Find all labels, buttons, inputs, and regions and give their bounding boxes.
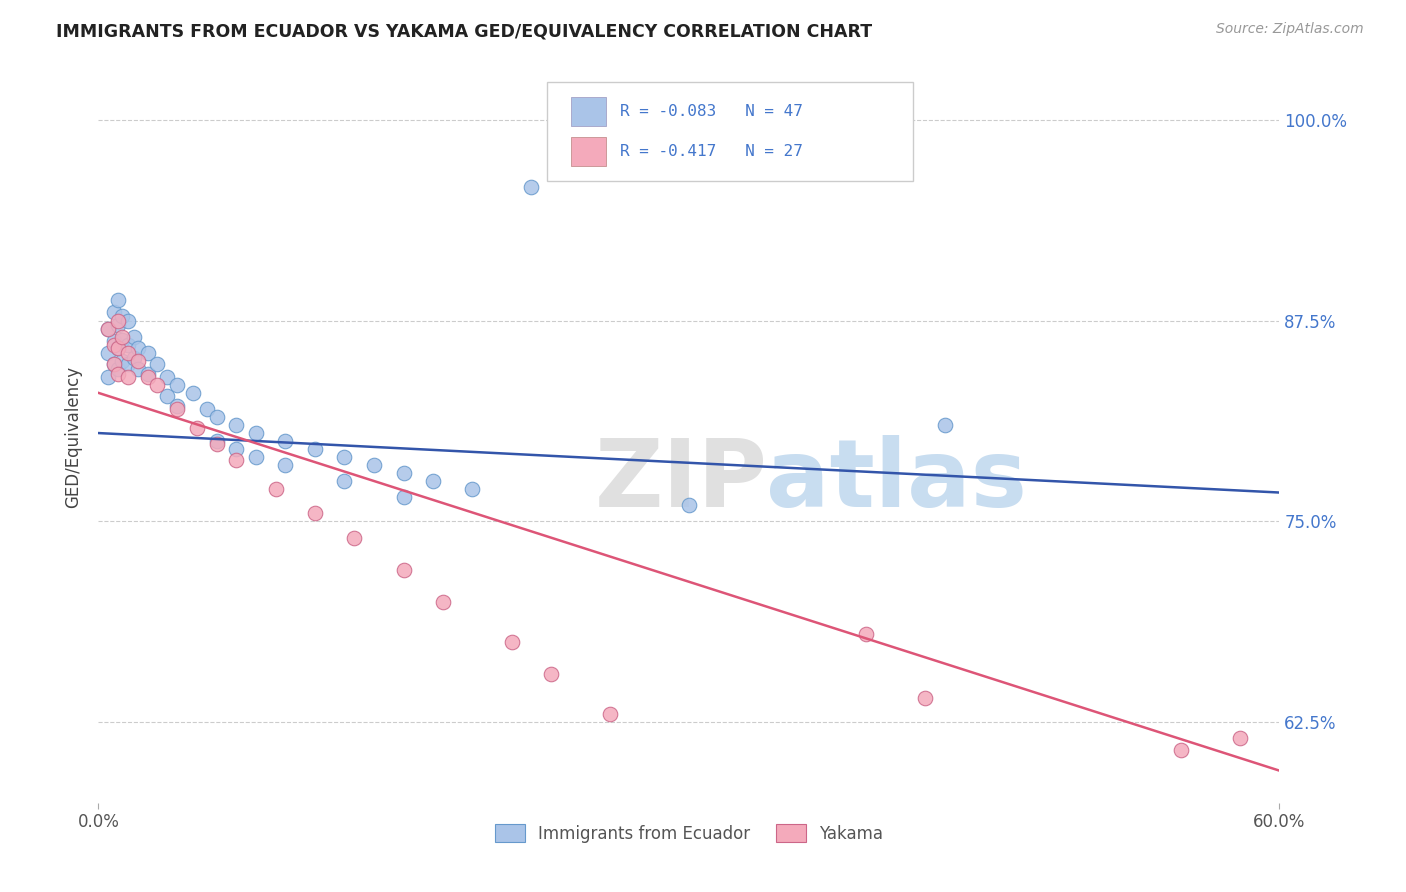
Point xyxy=(304,507,326,521)
Point xyxy=(678,499,700,513)
Point xyxy=(1229,731,1251,746)
Point xyxy=(274,434,297,449)
Point xyxy=(432,595,454,609)
Point xyxy=(103,357,125,371)
Point xyxy=(103,305,125,319)
Text: atlas: atlas xyxy=(766,435,1026,527)
Point xyxy=(97,321,120,335)
Point xyxy=(136,345,159,359)
Point xyxy=(422,475,444,489)
Point xyxy=(501,635,523,649)
Point xyxy=(363,458,385,473)
Point xyxy=(225,417,247,432)
Point xyxy=(205,434,228,449)
Point xyxy=(520,180,543,194)
Point xyxy=(392,563,415,577)
FancyBboxPatch shape xyxy=(547,82,914,181)
Point xyxy=(103,357,125,371)
Point xyxy=(122,351,145,365)
Text: R = -0.083   N = 47: R = -0.083 N = 47 xyxy=(620,104,803,120)
Point xyxy=(166,399,188,413)
Point xyxy=(392,467,415,481)
Text: IMMIGRANTS FROM ECUADOR VS YAKAMA GED/EQUIVALENCY CORRELATION CHART: IMMIGRANTS FROM ECUADOR VS YAKAMA GED/EQ… xyxy=(56,22,872,40)
Point xyxy=(127,361,149,376)
Text: Source: ZipAtlas.com: Source: ZipAtlas.com xyxy=(1216,22,1364,37)
Point xyxy=(914,691,936,706)
Point xyxy=(146,377,169,392)
Point xyxy=(225,442,247,457)
Point xyxy=(166,377,188,392)
Point xyxy=(117,369,139,384)
Point xyxy=(333,475,356,489)
Point xyxy=(122,329,145,343)
Point xyxy=(127,341,149,355)
Point xyxy=(304,442,326,457)
Point xyxy=(107,341,129,355)
Point xyxy=(136,369,159,384)
Point xyxy=(127,353,149,368)
Point xyxy=(461,483,484,497)
Point xyxy=(117,313,139,327)
Point xyxy=(264,483,287,497)
Point xyxy=(111,329,134,343)
Point xyxy=(97,345,120,359)
Point xyxy=(392,491,415,505)
Point xyxy=(117,337,139,351)
Point xyxy=(1170,743,1192,757)
Point xyxy=(855,627,877,641)
Point xyxy=(599,707,621,722)
Point xyxy=(107,293,129,307)
Point xyxy=(540,667,562,681)
Point xyxy=(117,345,139,359)
Bar xyxy=(571,97,606,127)
Point xyxy=(156,369,179,384)
Point xyxy=(97,369,120,384)
Point xyxy=(181,385,204,400)
Text: R = -0.417   N = 27: R = -0.417 N = 27 xyxy=(620,145,803,160)
Point xyxy=(225,453,247,467)
Point xyxy=(245,425,267,440)
Point xyxy=(333,450,356,465)
Point xyxy=(107,341,129,355)
Point xyxy=(205,437,228,451)
Y-axis label: GED/Equivalency: GED/Equivalency xyxy=(65,366,83,508)
Point xyxy=(107,318,129,333)
Point xyxy=(146,357,169,371)
Point xyxy=(111,333,134,347)
Point xyxy=(103,337,125,351)
Legend: Immigrants from Ecuador, Yakama: Immigrants from Ecuador, Yakama xyxy=(488,818,890,849)
Point xyxy=(156,389,179,403)
Point xyxy=(166,401,188,416)
Point xyxy=(107,313,129,327)
Point xyxy=(195,401,218,416)
Point xyxy=(111,353,134,368)
Point xyxy=(274,458,297,473)
Bar xyxy=(571,137,606,167)
Text: ZIP: ZIP xyxy=(595,435,768,527)
Point xyxy=(343,531,366,545)
Point xyxy=(205,409,228,424)
Point xyxy=(97,321,120,335)
Point xyxy=(186,421,208,435)
Point xyxy=(136,367,159,381)
Point xyxy=(111,309,134,323)
Point xyxy=(934,417,956,432)
Point xyxy=(107,367,129,381)
Point xyxy=(117,357,139,371)
Point xyxy=(107,361,129,376)
Point xyxy=(103,334,125,349)
Point xyxy=(245,450,267,465)
